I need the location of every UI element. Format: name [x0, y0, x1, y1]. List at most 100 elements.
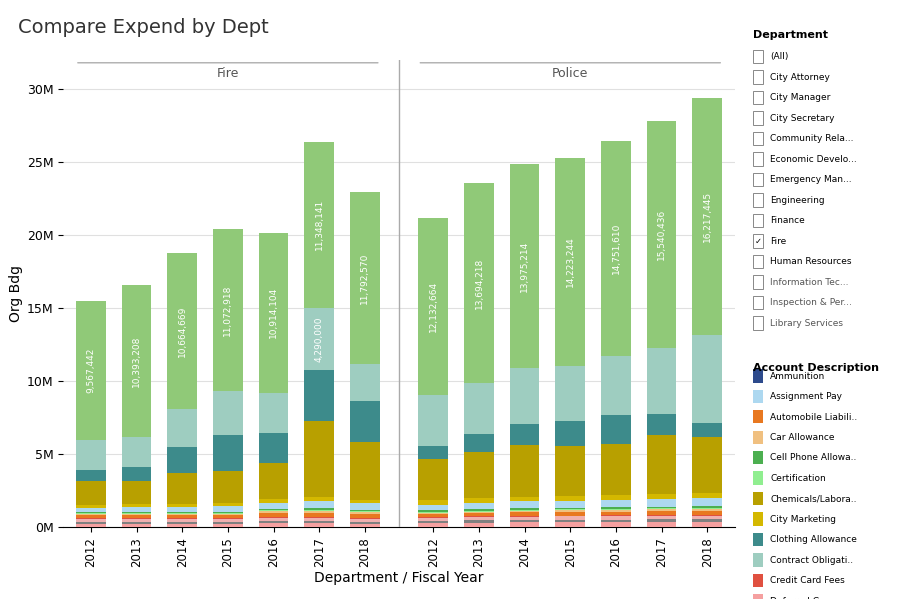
Bar [418, 504, 448, 510]
Bar [305, 370, 334, 422]
Bar [168, 518, 197, 519]
Text: Assignment Pay: Assignment Pay [770, 392, 843, 401]
Bar [168, 253, 197, 409]
Bar [692, 516, 722, 519]
Bar [647, 413, 677, 435]
Bar [76, 470, 106, 481]
X-axis label: Department / Fiscal Year: Department / Fiscal Year [315, 571, 483, 585]
Bar [350, 500, 380, 503]
FancyBboxPatch shape [753, 369, 763, 383]
Text: Finance: Finance [770, 216, 805, 225]
FancyBboxPatch shape [753, 193, 763, 207]
Text: 10,664,669: 10,664,669 [178, 305, 187, 357]
Bar [510, 513, 540, 516]
FancyBboxPatch shape [753, 152, 763, 166]
Bar [647, 522, 677, 527]
Bar [418, 514, 448, 517]
Bar [76, 301, 106, 440]
FancyBboxPatch shape [753, 214, 763, 227]
Bar [510, 368, 540, 423]
Text: Credit Card Fees: Credit Card Fees [770, 576, 845, 585]
Bar [692, 98, 722, 335]
Bar [258, 518, 288, 521]
FancyBboxPatch shape [753, 91, 763, 104]
Bar [418, 218, 448, 395]
Bar [213, 513, 243, 514]
Bar [464, 503, 493, 509]
Bar [168, 447, 197, 473]
Text: 9,567,442: 9,567,442 [86, 348, 95, 393]
FancyBboxPatch shape [753, 492, 763, 506]
Bar [464, 434, 493, 452]
Bar [464, 521, 493, 523]
Bar [692, 493, 722, 498]
Bar [76, 515, 106, 518]
Bar [258, 510, 288, 511]
Text: Compare Expend by Dept: Compare Expend by Dept [18, 18, 268, 37]
Bar [510, 520, 540, 522]
Bar [122, 518, 151, 519]
Bar [76, 440, 106, 470]
Bar [647, 512, 677, 515]
Bar [601, 141, 630, 356]
Bar [76, 481, 106, 504]
Bar [647, 499, 677, 507]
Bar [258, 521, 288, 524]
Text: Fire: Fire [217, 67, 239, 80]
Text: Cell Phone Allowa..: Cell Phone Allowa.. [770, 453, 856, 462]
Bar [464, 509, 493, 510]
Text: Account Description: Account Description [753, 362, 879, 373]
Text: 15,540,436: 15,540,436 [657, 209, 666, 260]
Bar [213, 514, 243, 515]
Bar [76, 504, 106, 507]
Bar [122, 524, 151, 527]
Bar [168, 473, 197, 504]
Bar [464, 510, 493, 512]
Bar [647, 348, 677, 413]
FancyBboxPatch shape [753, 234, 763, 248]
Bar [464, 523, 493, 527]
FancyBboxPatch shape [753, 111, 763, 125]
FancyBboxPatch shape [753, 389, 763, 403]
Bar [555, 501, 585, 508]
Bar [418, 395, 448, 446]
Text: Community Rela...: Community Rela... [770, 134, 853, 143]
Bar [350, 519, 380, 522]
Text: Police: Police [552, 67, 589, 80]
FancyBboxPatch shape [753, 71, 763, 84]
Bar [601, 520, 630, 522]
Bar [122, 504, 151, 507]
Bar [601, 509, 630, 510]
Bar [122, 514, 151, 515]
Bar [213, 503, 243, 506]
Bar [555, 516, 585, 520]
Text: Emergency Man...: Emergency Man... [770, 176, 852, 184]
Bar [601, 510, 630, 512]
Bar [76, 518, 106, 519]
Text: 10,914,104: 10,914,104 [269, 287, 278, 338]
Bar [350, 524, 380, 527]
Bar [601, 516, 630, 520]
Text: 4,290,000: 4,290,000 [315, 316, 324, 362]
Bar [258, 499, 288, 503]
Bar [258, 511, 288, 513]
Bar [350, 512, 380, 514]
Bar [213, 512, 243, 513]
Bar [305, 510, 334, 511]
FancyBboxPatch shape [753, 471, 763, 485]
Bar [122, 467, 151, 480]
Bar [350, 364, 380, 401]
Bar [168, 515, 197, 518]
Bar [122, 437, 151, 467]
Bar [601, 507, 630, 509]
Bar [122, 285, 151, 437]
Text: 14,223,244: 14,223,244 [566, 237, 575, 288]
FancyBboxPatch shape [753, 574, 763, 588]
Bar [76, 522, 106, 524]
Bar [168, 504, 197, 507]
Bar [168, 514, 197, 515]
Bar [305, 501, 334, 509]
Bar [555, 522, 585, 527]
Bar [647, 507, 677, 508]
Bar [258, 509, 288, 510]
